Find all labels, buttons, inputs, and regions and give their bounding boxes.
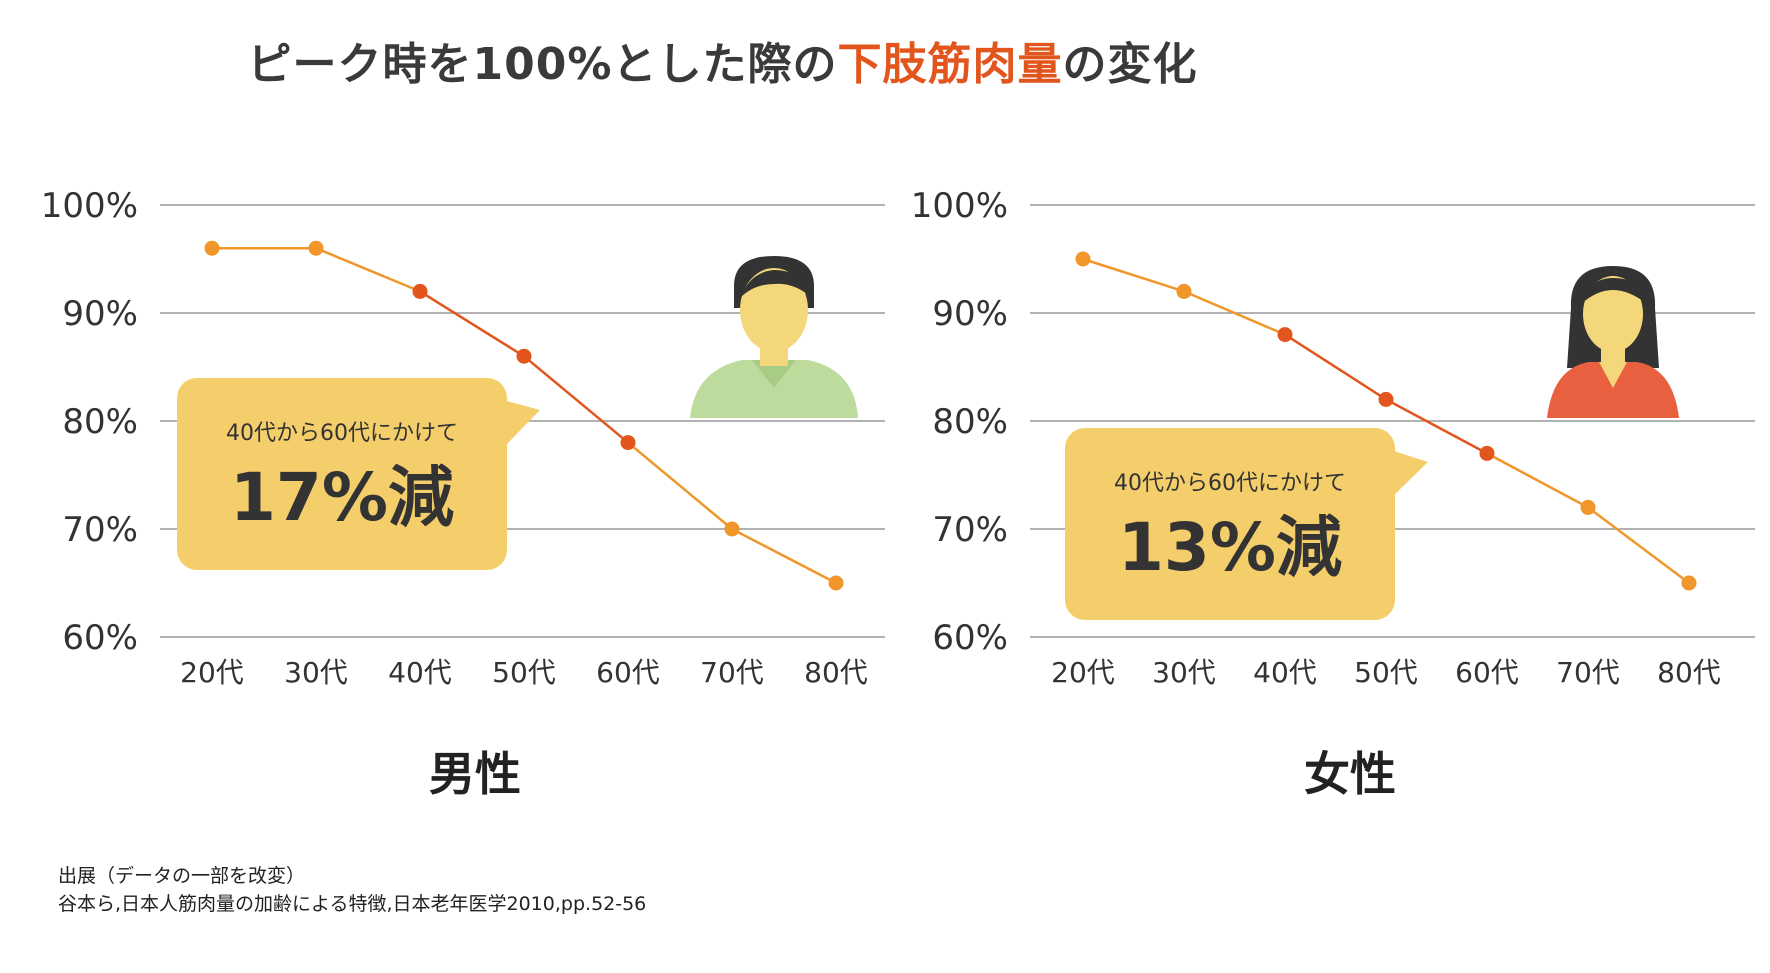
- source-line-2: 谷本ら,日本人筋肉量の加齢による特徴,日本老年医学2010,pp.52-56: [58, 893, 647, 915]
- series-segment: [627, 441, 733, 530]
- callout-subtext: 40代から60代にかけて: [1114, 471, 1346, 496]
- x-tick-label: 20代: [1051, 656, 1115, 689]
- series-segment: [419, 290, 525, 358]
- callout-main-text: 17%減: [230, 459, 454, 536]
- chart-title: ピーク時を100%とした際の下肢筋肉量の変化: [0, 28, 1445, 92]
- x-tick-label: 80代: [804, 656, 868, 689]
- series-segment: [1082, 257, 1185, 293]
- series-segment: [731, 527, 837, 585]
- series-segment: [1183, 290, 1286, 336]
- bangs-shape: [1581, 278, 1647, 304]
- shirt-shape: [690, 360, 858, 418]
- collar-shape: [752, 360, 796, 388]
- x-tick-label: 40代: [388, 656, 452, 689]
- callout-box: [177, 378, 507, 570]
- man-avatar-icon: [690, 256, 858, 418]
- title-prefix: ピーク時を100%とした際の: [247, 39, 838, 90]
- data-point: [516, 348, 532, 364]
- y-tick-label: 90%: [62, 294, 138, 334]
- hair-top-shape: [740, 270, 810, 298]
- top-shape: [1547, 362, 1679, 418]
- x-tick-label: 30代: [284, 656, 348, 689]
- x-tick-label: 60代: [1455, 656, 1519, 689]
- x-tick-label: 20代: [180, 656, 244, 689]
- series-segment: [1385, 398, 1488, 455]
- y-tick-label: 90%: [932, 294, 1008, 334]
- series-segment: [523, 355, 629, 444]
- y-tick-label: 80%: [62, 402, 138, 442]
- y-tick-label: 70%: [932, 510, 1008, 550]
- gender-label: 女性: [1304, 747, 1396, 801]
- x-tick-label: 70代: [700, 656, 764, 689]
- y-tick-label: 100%: [911, 186, 1008, 226]
- data-point: [1378, 391, 1394, 407]
- x-tick-label: 50代: [492, 656, 556, 689]
- data-point: [1075, 251, 1091, 267]
- y-tick-label: 60%: [932, 618, 1008, 658]
- x-tick-label: 70代: [1556, 656, 1620, 689]
- data-point: [828, 575, 844, 591]
- male-chart: 100% 90% 80% 70% 60% 20代 30代 40代 50代 60代 70代 80代 40代…: [41, 186, 885, 801]
- data-point: [620, 435, 636, 451]
- female-chart: 100% 90% 80% 70% 60% 20代 30代 40代 50代 60代 70代 80代 40代…: [911, 186, 1755, 801]
- data-point: [1277, 327, 1293, 343]
- x-tick-label: 30代: [1152, 656, 1216, 689]
- callout-tail: [1391, 450, 1428, 498]
- data-point: [724, 521, 740, 537]
- data-point: [1580, 499, 1596, 515]
- x-tick-label: 80代: [1657, 656, 1721, 689]
- callout-bubble: 40代から60代にかけて 17%減: [177, 378, 540, 570]
- callout-subtext: 40代から60代にかけて: [226, 421, 458, 446]
- source-note: 出展（データの一部を改変） 谷本ら,日本人筋肉量の加齢による特徴,日本老年医学2…: [58, 862, 646, 918]
- callout-main-text: 13%減: [1118, 509, 1342, 586]
- series-segment: [315, 247, 421, 293]
- series-segment: [1284, 333, 1387, 401]
- callout-tail: [503, 400, 540, 448]
- series-segment: [1486, 452, 1589, 509]
- data-point: [1681, 575, 1697, 591]
- face-shape: [1583, 276, 1643, 352]
- title-suffix: の変化: [1062, 39, 1198, 90]
- y-tick-label: 70%: [62, 510, 138, 550]
- title-highlight: 下肢筋肉量: [837, 39, 1063, 90]
- gender-label: 男性: [429, 747, 521, 801]
- callout-bubble: 40代から60代にかけて 13%減: [1065, 428, 1428, 620]
- series-segment: [1587, 506, 1690, 585]
- woman-avatar-icon: [1547, 266, 1679, 418]
- data-point: [1479, 445, 1495, 461]
- data-point: [308, 240, 324, 256]
- x-tick-label: 50代: [1354, 656, 1418, 689]
- neckline-shape: [1599, 362, 1627, 388]
- y-tick-label: 80%: [932, 402, 1008, 442]
- source-line-1: 出展（データの一部を改変）: [58, 865, 306, 887]
- x-tick-label: 60代: [596, 656, 660, 689]
- data-point: [1176, 283, 1192, 299]
- y-tick-label: 100%: [41, 186, 138, 226]
- x-tick-label: 40代: [1253, 656, 1317, 689]
- y-tick-label: 60%: [62, 618, 138, 658]
- callout-box: [1065, 428, 1395, 620]
- data-point: [204, 240, 220, 256]
- data-point: [412, 283, 428, 299]
- face-shape: [740, 268, 808, 352]
